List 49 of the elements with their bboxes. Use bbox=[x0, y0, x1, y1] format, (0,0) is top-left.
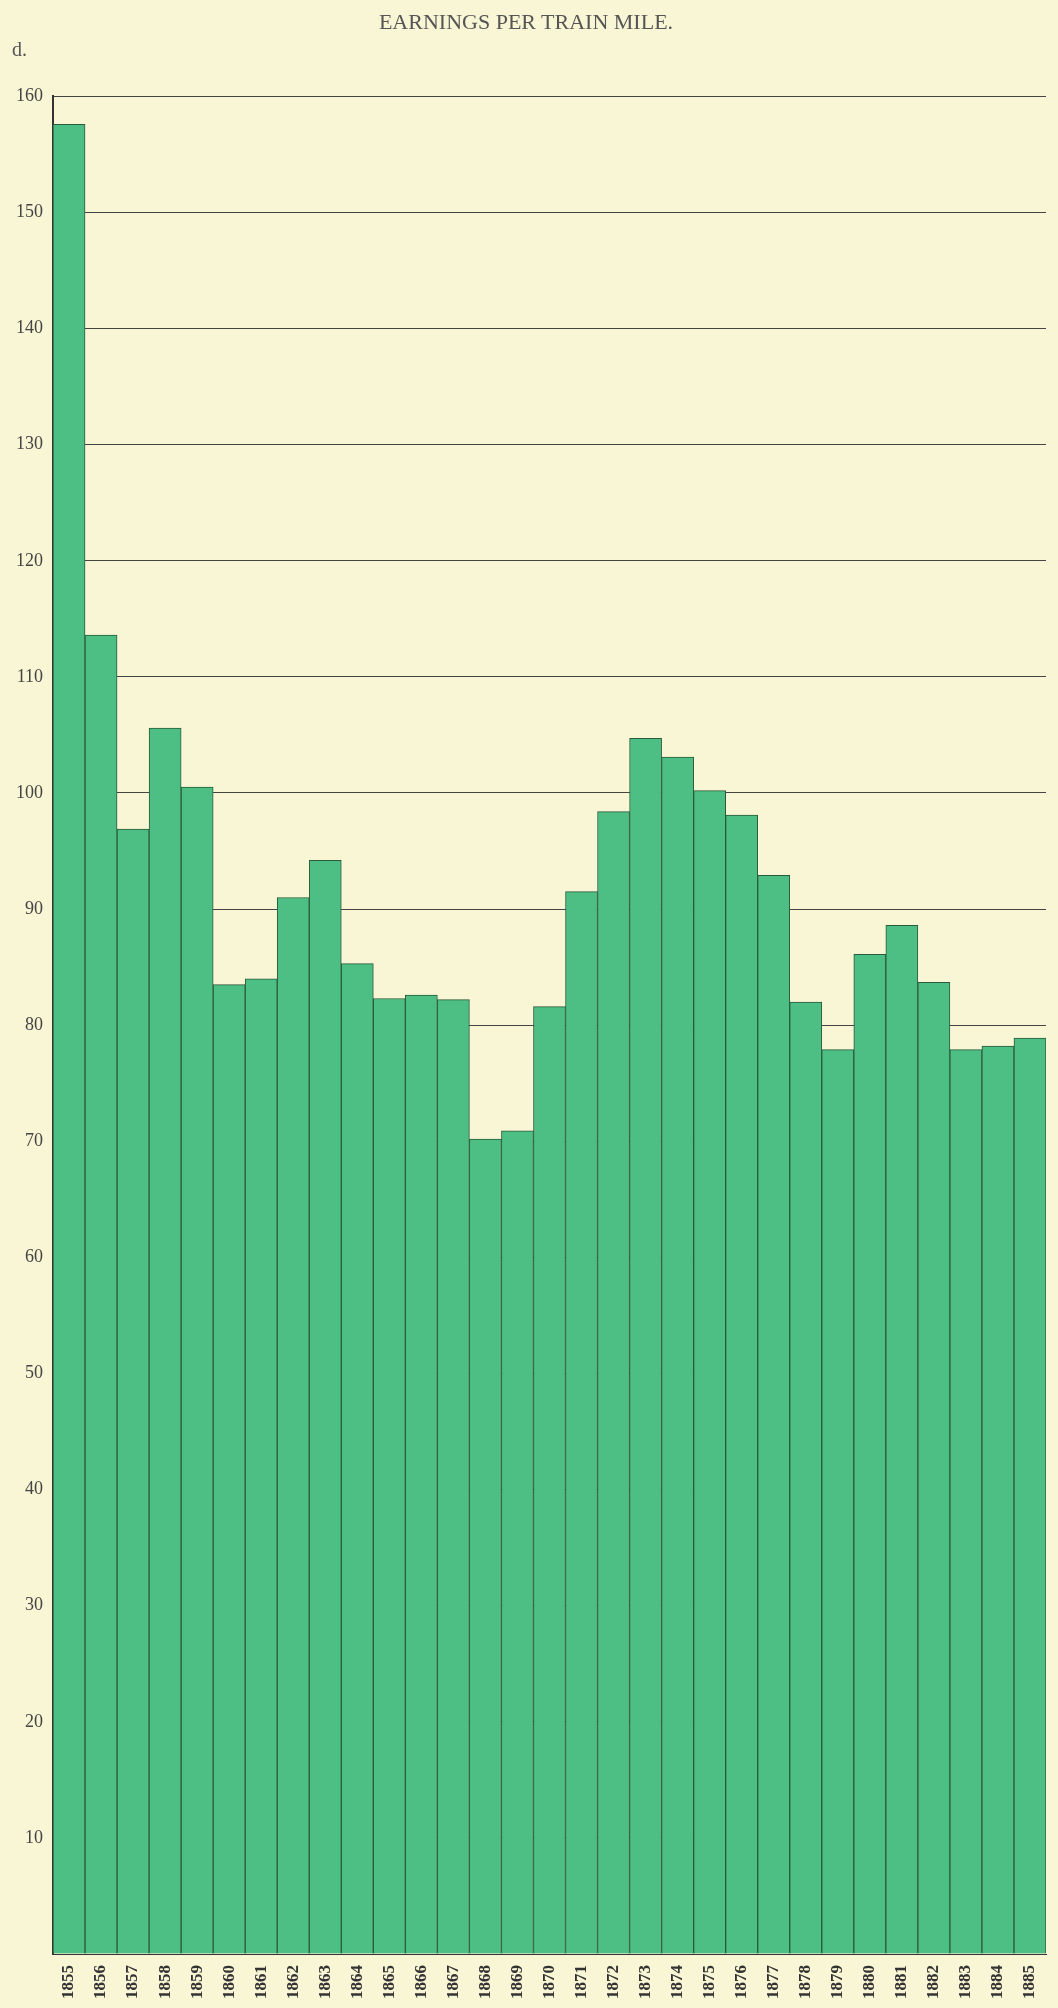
x-tick-label: 1866 bbox=[410, 1965, 430, 1999]
y-tick-label: 20 bbox=[25, 1710, 43, 1731]
y-tick-label: 50 bbox=[25, 1362, 43, 1383]
x-tick-label: 1883 bbox=[955, 1965, 975, 1999]
y-tick-label: 130 bbox=[16, 433, 43, 454]
x-tick-label: 1885 bbox=[1019, 1965, 1039, 1999]
x-tick-label: 1870 bbox=[538, 1965, 558, 1999]
y-tick-label: 120 bbox=[16, 549, 43, 570]
y-tick-label: 100 bbox=[16, 781, 43, 802]
y-tick-label: 30 bbox=[25, 1594, 43, 1615]
x-tick-label: 1861 bbox=[250, 1965, 270, 1999]
x-tick-label: 1876 bbox=[731, 1965, 751, 1999]
x-tick-label: 1884 bbox=[987, 1964, 1007, 1999]
x-tick-label: 1875 bbox=[699, 1965, 719, 1999]
y-tick-label: 10 bbox=[25, 1826, 43, 1847]
y-tick-label: 160 bbox=[16, 85, 43, 106]
x-tick-label: 1878 bbox=[795, 1965, 815, 1999]
y-tick-label: 70 bbox=[25, 1130, 43, 1151]
x-tick-label: 1881 bbox=[891, 1965, 911, 1999]
x-tick-label: 1855 bbox=[58, 1965, 78, 1999]
x-tick-label: 1871 bbox=[570, 1965, 590, 1999]
x-tick-label: 1879 bbox=[827, 1965, 847, 1999]
y-tick-label: 90 bbox=[25, 897, 43, 918]
x-tick-label: 1873 bbox=[634, 1965, 654, 1999]
y-axis-title: d. bbox=[12, 38, 27, 61]
x-tick-label: 1856 bbox=[90, 1965, 110, 1999]
x-tick-label: 1860 bbox=[218, 1965, 238, 1999]
x-tick-label: 1865 bbox=[378, 1965, 398, 1999]
x-tick-label: 1874 bbox=[667, 1964, 687, 1999]
y-tick-label: 140 bbox=[16, 317, 43, 338]
x-tick-label: 1859 bbox=[186, 1965, 206, 1999]
y-tick-label: 60 bbox=[25, 1246, 43, 1267]
x-tick-label: 1867 bbox=[442, 1964, 462, 1999]
y-tick-label: 40 bbox=[25, 1478, 43, 1499]
x-tick-label: 1864 bbox=[346, 1964, 366, 1999]
x-tick-label: 1857 bbox=[122, 1964, 142, 1999]
y-tick-label: 150 bbox=[16, 201, 43, 222]
y-tick-label: 80 bbox=[25, 1013, 43, 1034]
x-tick-label: 1877 bbox=[763, 1964, 783, 1999]
x-tick-label: 1862 bbox=[282, 1965, 302, 1999]
x-tick-label: 1863 bbox=[314, 1965, 334, 1999]
x-tick-label: 1882 bbox=[923, 1965, 943, 1999]
x-tick-label: 1869 bbox=[506, 1965, 526, 1999]
chart-title: EARNINGS PER TRAIN MILE. bbox=[378, 8, 674, 34]
x-tick-label: 1880 bbox=[859, 1965, 879, 1999]
y-tick-label: 110 bbox=[16, 665, 43, 686]
x-tick-label: 1872 bbox=[602, 1965, 622, 1999]
x-tick-label: 1858 bbox=[154, 1965, 174, 1999]
x-tick-label: 1868 bbox=[474, 1965, 494, 1999]
